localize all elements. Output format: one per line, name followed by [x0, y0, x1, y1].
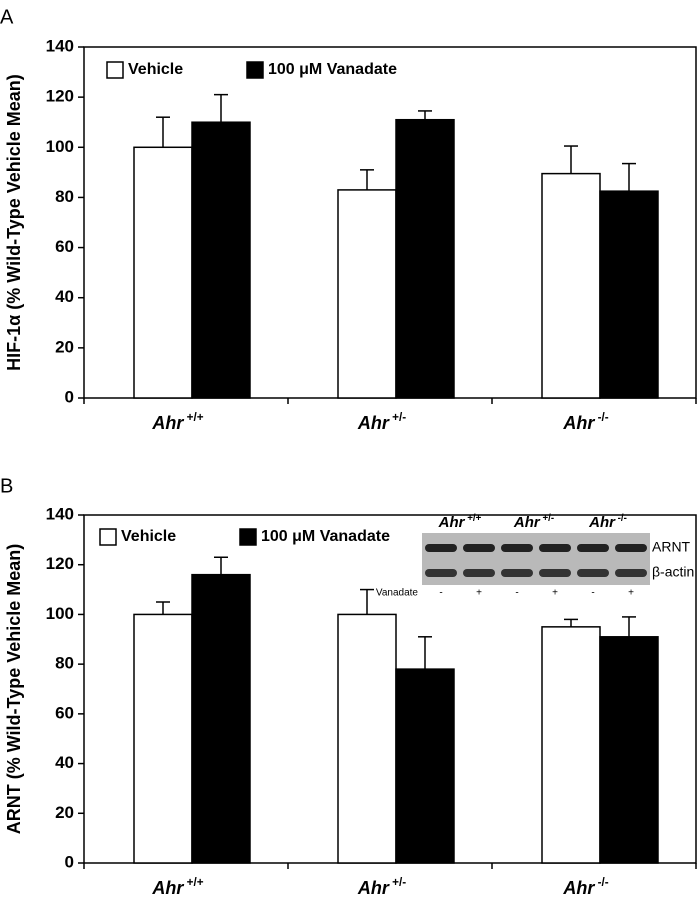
blot-band [615, 569, 647, 577]
y-tick-label: 100 [46, 137, 74, 156]
bar [541, 626, 601, 864]
treatment-label: Vanadate [376, 588, 419, 599]
y-tick-label: 0 [65, 852, 74, 871]
x-tick-label: Ahr -/- [562, 411, 608, 433]
lane-sign: + [476, 588, 482, 599]
lane-sign: + [552, 588, 558, 599]
y-axis-title: ARNT (% Wild-Type Vehicle Mean) [4, 544, 24, 835]
legend-swatch [239, 528, 257, 546]
x-tick-label: Ahr +/- [357, 411, 406, 433]
blot-band [501, 544, 533, 552]
lane-sign: - [591, 588, 594, 599]
blot-band [539, 569, 571, 577]
legend-swatch [246, 61, 264, 79]
bar [599, 636, 659, 864]
legend-label: 100 μM Vanadate [268, 61, 397, 78]
inset-genotype: Ahr -/- [588, 513, 627, 531]
y-tick-label: 100 [46, 604, 74, 623]
y-tick-label: 120 [46, 87, 74, 106]
bar [395, 668, 455, 864]
blot-band [463, 569, 495, 577]
bar [133, 613, 193, 864]
lane-sign: - [439, 588, 442, 599]
x-tick-label: Ahr -/- [562, 876, 608, 898]
x-tick-label: Ahr +/+ [151, 411, 203, 433]
panel-label: A [0, 6, 14, 28]
blot-band [425, 544, 457, 552]
y-tick-label: 40 [55, 753, 74, 772]
y-tick-label: 40 [55, 287, 74, 306]
blot-band [501, 569, 533, 577]
panel-label: B [0, 475, 13, 497]
bar [191, 121, 251, 399]
lane-sign: + [628, 588, 634, 599]
lane-sign: - [515, 588, 518, 599]
y-tick-label: 80 [55, 654, 74, 673]
blot [422, 533, 650, 585]
blot-band [577, 569, 609, 577]
bar [191, 573, 251, 864]
y-axis-title: HIF-1α (% Wild-Type Vehicle Mean) [4, 74, 24, 371]
bar [541, 172, 601, 399]
y-tick-label: 80 [55, 187, 74, 206]
legend-swatch [106, 61, 124, 79]
legend-label: Vehicle [128, 61, 183, 78]
band-label: β-actin [652, 564, 694, 580]
y-tick-label: 0 [65, 387, 74, 406]
legend-label: 100 μM Vanadate [261, 528, 390, 545]
y-tick-label: 20 [55, 337, 74, 356]
y-tick-label: 60 [55, 237, 74, 256]
x-tick-label: Ahr +/- [357, 876, 406, 898]
bar [133, 146, 193, 399]
y-tick-label: 140 [46, 504, 74, 523]
blot-band [539, 544, 571, 552]
bar [599, 190, 659, 399]
inset-genotype: Ahr +/+ [438, 513, 482, 531]
blot-band [425, 569, 457, 577]
bar [395, 118, 455, 399]
bar [337, 613, 397, 864]
bar [337, 189, 397, 399]
y-tick-label: 140 [46, 36, 74, 55]
blot-band [463, 544, 495, 552]
y-tick-label: 120 [46, 554, 74, 573]
x-tick-label: Ahr +/+ [151, 876, 203, 898]
inset-genotype: Ahr +/- [513, 513, 554, 531]
y-tick-label: 60 [55, 703, 74, 722]
blot-band [615, 544, 647, 552]
legend-label: Vehicle [121, 528, 176, 545]
legend-swatch [99, 528, 117, 546]
blot-band [577, 544, 609, 552]
y-tick-label: 20 [55, 803, 74, 822]
band-label: ARNT [652, 539, 691, 555]
